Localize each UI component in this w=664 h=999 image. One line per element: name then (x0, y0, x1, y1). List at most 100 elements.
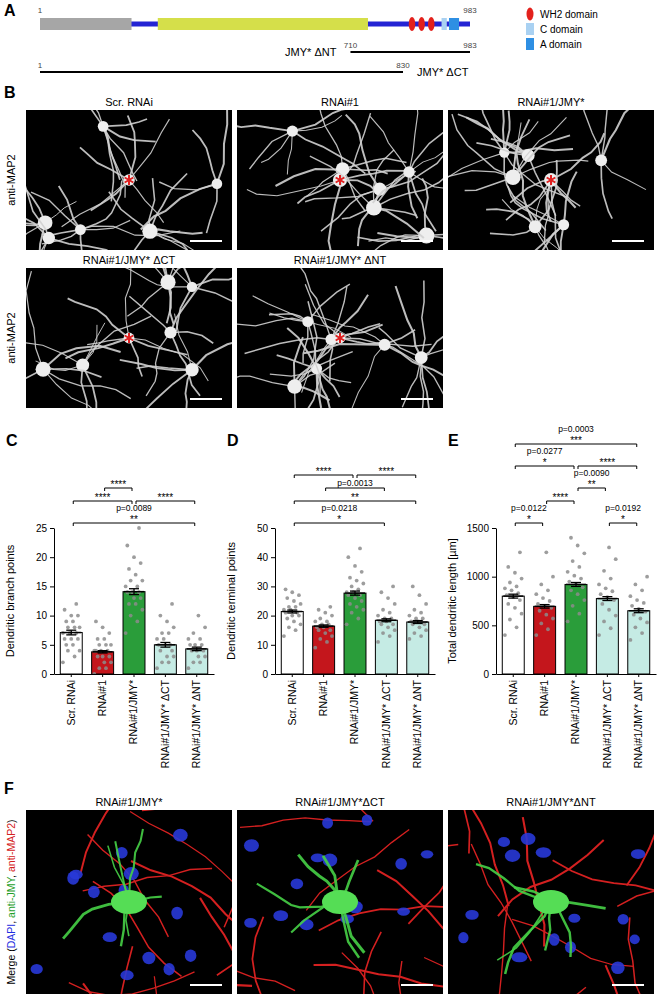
neurite (192, 277, 232, 287)
nucleus (395, 858, 407, 870)
neurite (340, 330, 415, 344)
neurite (409, 142, 443, 172)
error-bar (566, 583, 586, 587)
x-tick: RNAi#1/JMY* (348, 674, 360, 744)
p-value: p=0.0003 (558, 424, 594, 434)
data-point (518, 598, 522, 602)
bar (92, 652, 114, 674)
dendrite (80, 810, 136, 874)
data-point (541, 596, 545, 600)
panel-letter: F (4, 780, 14, 797)
micrograph (26, 268, 232, 408)
nucleus (322, 817, 333, 828)
significance-stars: * (621, 514, 625, 525)
data-point (393, 602, 397, 606)
data-point (381, 608, 385, 612)
data-point (544, 613, 548, 617)
soma (185, 363, 198, 376)
error-bar (376, 619, 396, 622)
neurite (287, 328, 316, 369)
row-label-part: ) (5, 820, 17, 824)
neurite (217, 110, 228, 184)
neurite (112, 268, 192, 287)
x-tick: RNAi#1/JMY* ΔCT (601, 674, 613, 768)
data-point (413, 608, 417, 612)
mean-line (408, 621, 428, 623)
significance-stars: **** (379, 466, 395, 477)
data-point (614, 557, 618, 561)
construct-name: JMY* ΔNT (285, 46, 337, 58)
data-point (313, 646, 317, 650)
neurite (316, 110, 343, 169)
data-point (285, 596, 289, 600)
data-point (411, 585, 415, 589)
data-point (610, 589, 614, 593)
neurite (120, 360, 192, 371)
data-point (129, 614, 133, 618)
error-bar-cap (571, 582, 581, 583)
mean-line (629, 610, 649, 612)
error-bar (629, 609, 649, 613)
micrograph-background (448, 110, 654, 250)
data-point (597, 583, 601, 587)
data-point (355, 579, 359, 583)
y-tick-mark (271, 586, 275, 587)
micrograph-background (237, 810, 443, 994)
x-axis: Scr. RNAiRNAi#1RNAi#1/JMY*RNAi#1/JMY* ΔC… (497, 674, 657, 768)
x-tick-label: RNAi#1/JMY* ΔCT (601, 679, 613, 768)
neurite (247, 180, 340, 196)
x-axis: Scr. RNAiRNAi#1RNAi#1/JMY*RNAi#1/JMY* ΔC… (276, 674, 436, 768)
x-tick-label: RNAi#1/JMY* ΔNT (411, 679, 423, 768)
data-point (134, 573, 138, 577)
image-title: RNAi#1/JMY* ΔNT (294, 254, 387, 266)
mean-line (93, 651, 113, 653)
data-point (634, 625, 638, 629)
neurite (48, 110, 103, 126)
data-point (102, 660, 106, 664)
data-point (140, 608, 144, 612)
data-point (192, 631, 196, 635)
data-point (640, 631, 644, 635)
soma (505, 170, 520, 185)
plot-marks (281, 547, 428, 674)
soma (212, 178, 223, 189)
nucleus (103, 932, 117, 942)
neurite (601, 160, 612, 218)
data-point (101, 655, 105, 659)
data-point (353, 596, 357, 600)
y-tick-label: 0 (262, 669, 268, 680)
neurite (83, 323, 105, 365)
data-point (129, 579, 133, 583)
neurite (292, 115, 342, 131)
data-point (353, 564, 357, 568)
data-point (323, 611, 327, 615)
data-point (63, 637, 67, 641)
dendrite (237, 965, 252, 986)
legend-swatch (526, 23, 534, 35)
data-point (107, 631, 111, 635)
data-point (71, 620, 75, 624)
x-tick-mark (134, 674, 135, 677)
soma (287, 125, 298, 136)
data-point (358, 547, 362, 551)
data-point (376, 614, 380, 618)
data-point (630, 604, 634, 608)
x-tick-mark (165, 674, 166, 677)
data-point (203, 625, 207, 629)
data-point (602, 569, 606, 573)
data-point (350, 585, 354, 589)
data-point (569, 588, 573, 592)
neurite (237, 376, 295, 387)
data-point (421, 617, 425, 621)
data-point (193, 643, 197, 647)
error-bar (282, 610, 302, 613)
dendrite (455, 810, 508, 906)
y-tick-mark (50, 586, 54, 587)
data-point (508, 581, 512, 585)
y-tick: 0 (41, 669, 54, 680)
nucleus (31, 964, 43, 974)
nucleus (631, 849, 645, 859)
micrograph-background (26, 810, 232, 994)
cell-marker (336, 333, 345, 343)
significance-stars: **** (600, 457, 616, 468)
